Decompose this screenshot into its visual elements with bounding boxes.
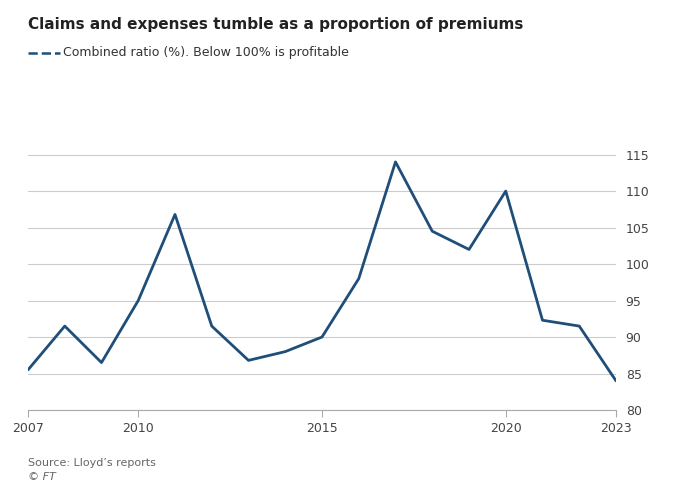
Text: © FT: © FT	[28, 472, 56, 482]
Text: Claims and expenses tumble as a proportion of premiums: Claims and expenses tumble as a proporti…	[28, 18, 524, 32]
Text: Combined ratio (%). Below 100% is profitable: Combined ratio (%). Below 100% is profit…	[63, 46, 349, 59]
Text: Source: Lloyd’s reports: Source: Lloyd’s reports	[28, 458, 156, 468]
